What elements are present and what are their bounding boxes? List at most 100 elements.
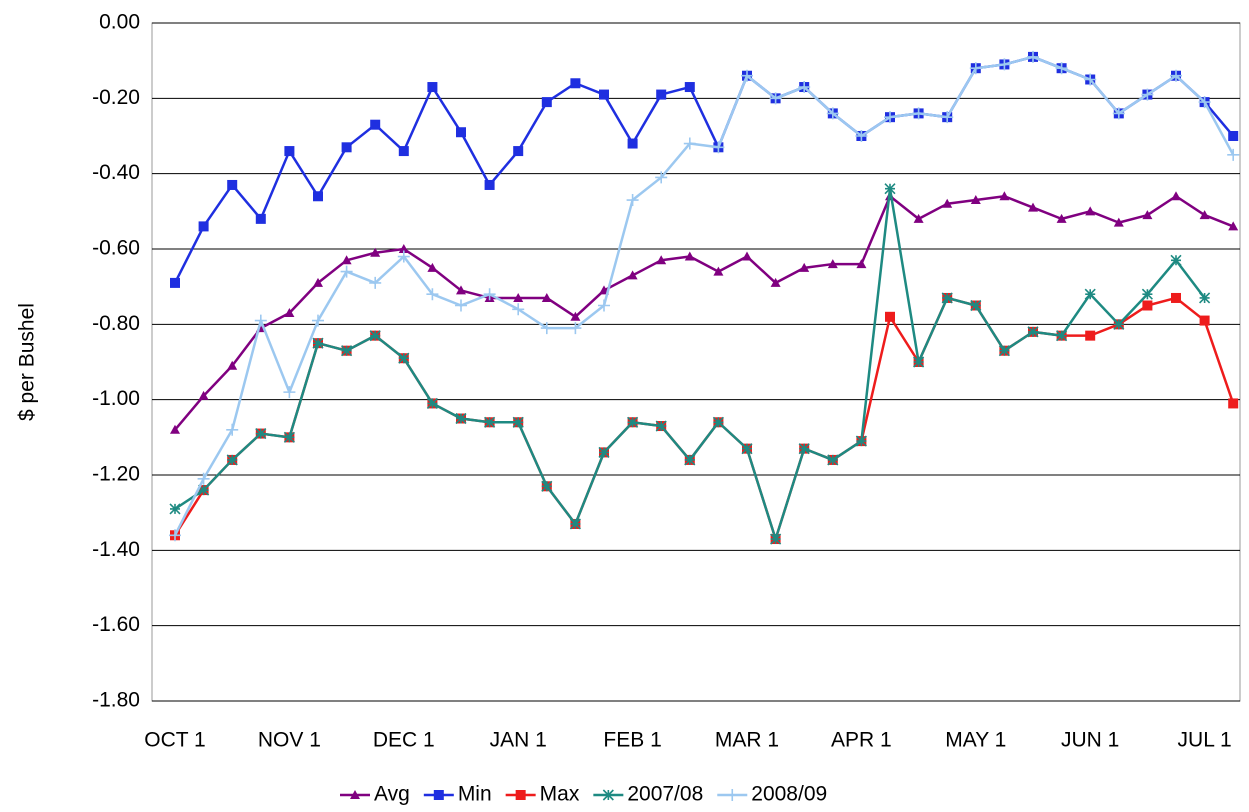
- marker-shape: [427, 262, 438, 272]
- data-point: [683, 137, 696, 150]
- data-point: [855, 130, 868, 142]
- marker-shape: [684, 82, 695, 93]
- data-point: [856, 259, 867, 269]
- data-point: [1056, 213, 1067, 223]
- x-tick-label: OCT 1: [144, 729, 205, 752]
- marker-shape: [513, 146, 524, 157]
- marker-shape: [742, 251, 752, 261]
- marker-shape: [712, 416, 724, 428]
- marker-shape: [626, 194, 639, 207]
- data-point: [970, 299, 982, 312]
- marker-shape: [712, 141, 725, 154]
- marker-shape: [512, 416, 524, 428]
- data-point: [484, 179, 495, 190]
- marker-shape: [855, 435, 867, 447]
- data-point: [799, 262, 810, 272]
- data-point: [1141, 88, 1154, 101]
- data-point: [426, 397, 438, 409]
- marker-shape: [599, 89, 609, 100]
- data-point: [540, 322, 553, 335]
- data-point: [1084, 288, 1096, 300]
- data-point: [827, 259, 838, 269]
- data-point: [627, 138, 638, 149]
- marker-shape: [912, 107, 925, 120]
- data-point: [1085, 330, 1096, 341]
- marker-shape: [913, 213, 924, 223]
- marker-shape: [513, 292, 524, 302]
- series-line: [174, 187, 1206, 541]
- marker-shape: [369, 330, 381, 342]
- marker-shape: [227, 179, 238, 190]
- marker-shape: [1228, 221, 1239, 231]
- data-point: [370, 119, 381, 130]
- marker-shape: [341, 142, 352, 153]
- marker-shape: [970, 195, 981, 205]
- y-axis-title: $ per Bushel: [16, 303, 39, 421]
- marker-shape: [312, 314, 324, 327]
- marker-shape: [885, 311, 895, 322]
- marker-shape: [1085, 330, 1096, 341]
- data-point: [656, 255, 667, 265]
- marker-shape: [569, 518, 581, 530]
- data-point: [1028, 202, 1038, 212]
- marker-shape: [1113, 318, 1125, 330]
- data-point: [1027, 326, 1039, 338]
- x-tick-label: NOV 1: [258, 729, 321, 752]
- data-point: [570, 311, 581, 321]
- y-tick-label: 0.00: [99, 11, 140, 34]
- marker-shape: [970, 299, 982, 312]
- marker-shape: [541, 480, 553, 492]
- data-point: [512, 303, 525, 316]
- data-point: [742, 251, 752, 261]
- data-point: [341, 345, 353, 357]
- marker-shape: [1028, 202, 1038, 212]
- marker-shape: [484, 416, 496, 428]
- marker-shape: [1056, 213, 1067, 223]
- data-point: [455, 299, 467, 312]
- marker-shape: [313, 277, 323, 287]
- marker-shape: [1141, 288, 1153, 300]
- x-tick-label: APR 1: [831, 729, 892, 752]
- marker-shape: [170, 277, 180, 288]
- marker-shape: [741, 443, 753, 455]
- data-point: [885, 311, 895, 322]
- marker-shape: [969, 62, 982, 75]
- marker-shape: [1056, 330, 1068, 342]
- legend-item: Max: [505, 783, 580, 806]
- data-point: [427, 262, 438, 272]
- legend: Avg Min Max 2007/08 2008/09: [340, 783, 827, 806]
- marker-shape: [398, 244, 409, 253]
- data-point: [456, 285, 466, 295]
- data-point: [1142, 210, 1153, 220]
- marker-shape: [1228, 131, 1239, 141]
- data-point: [1171, 191, 1181, 201]
- marker-shape: [1055, 62, 1068, 75]
- marker-shape: [456, 127, 466, 138]
- x-tick-label: JUN 1: [1061, 729, 1119, 752]
- data-point: [1228, 221, 1239, 231]
- marker-shape: [455, 412, 467, 425]
- series-line: [173, 296, 1235, 541]
- data-point: [541, 292, 552, 302]
- legend-marker: [726, 789, 739, 801]
- data-point: [741, 69, 753, 82]
- data-point: [427, 82, 438, 93]
- data-point: [770, 277, 781, 287]
- marker-shape: [770, 277, 781, 287]
- marker-shape: [197, 472, 210, 485]
- y-tick-label: -1.60: [92, 613, 140, 636]
- data-point: [1142, 300, 1153, 311]
- legend-marker: [433, 790, 444, 800]
- data-point: [798, 443, 810, 455]
- data-point: [598, 446, 610, 458]
- marker-shape: [254, 314, 267, 327]
- marker-shape: [313, 191, 323, 202]
- data-point: [1085, 206, 1096, 216]
- marker-shape: [598, 446, 610, 458]
- x-tick-label: DEC 1: [373, 729, 435, 752]
- marker-shape: [455, 299, 467, 312]
- x-tick-label: JAN 1: [490, 729, 547, 752]
- marker-shape: [726, 789, 739, 801]
- data-point: [913, 213, 924, 223]
